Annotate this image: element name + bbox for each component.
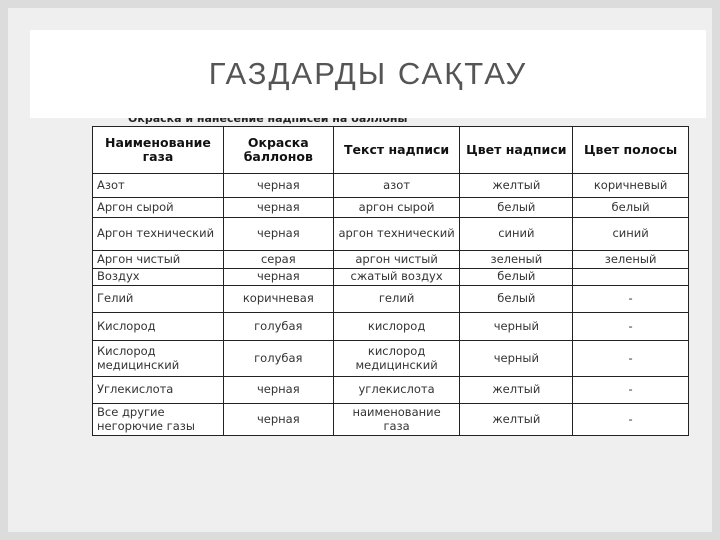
table-cell: зеленый bbox=[572, 250, 689, 269]
table-cell: черная bbox=[222, 173, 334, 198]
table-cell: Аргон чистый bbox=[92, 250, 224, 269]
column-header: Цвет надписи bbox=[459, 126, 574, 174]
title-box: ГАЗДАРДЫ САҚТАУ bbox=[30, 30, 706, 118]
table-cell: коричневая bbox=[222, 285, 334, 313]
table-cell: белый bbox=[459, 285, 574, 313]
table-row: Гелий коричневая гелий белый - bbox=[92, 285, 689, 313]
table-cell: Гелий bbox=[92, 285, 224, 313]
table-cell: Кислород медицинский bbox=[92, 340, 224, 377]
table-row: Аргон сырой черная аргон сырой белый белый bbox=[92, 197, 689, 218]
table-row: Все другие негорючие газы черная наименова… bbox=[92, 403, 689, 436]
table-cell: голубая bbox=[222, 312, 334, 341]
table-cell: Углекислота bbox=[92, 376, 224, 404]
table-cell: Все другие негорючие газы bbox=[92, 403, 224, 436]
table-cell: белый bbox=[459, 268, 574, 286]
slide-title: ГАЗДАРДЫ САҚТАУ bbox=[208, 56, 528, 91]
table-cell bbox=[572, 268, 689, 286]
table-cell: зеленый bbox=[459, 250, 574, 269]
table-cell: черный bbox=[459, 340, 574, 377]
table-cell: Кислород bbox=[92, 312, 224, 341]
table-row: Кислород голубая кислород черный - bbox=[92, 312, 689, 341]
table-row: Аргон чистый серая аргон чистый зеленый зеле… bbox=[92, 250, 689, 269]
table-cell: аргон технический bbox=[332, 217, 461, 251]
table-cell: - bbox=[572, 403, 689, 436]
table-cell: черная bbox=[222, 197, 334, 218]
column-header: Текст надписи bbox=[332, 126, 461, 174]
table-cell: черная bbox=[222, 217, 334, 251]
table-cell: синий bbox=[572, 217, 689, 251]
table-cell: аргон сырой bbox=[332, 197, 461, 218]
table-cell: черная bbox=[222, 268, 334, 286]
table-cell: кислород bbox=[332, 312, 461, 341]
table-cell: - bbox=[572, 285, 689, 313]
table-cell: белый bbox=[459, 197, 574, 218]
table-cell: аргон чистый bbox=[332, 250, 461, 269]
table-cell: желтый bbox=[459, 403, 574, 436]
table-row: Углекислота черная углекислота желтый - bbox=[92, 376, 689, 404]
table-cell: Азот bbox=[92, 173, 224, 198]
slide: Окраска и нанесение надписей на баллоны … bbox=[8, 8, 712, 532]
column-header: Наименование газа bbox=[92, 126, 224, 174]
table-cell: желтый bbox=[459, 173, 574, 198]
table-cell: кислород медицинский bbox=[332, 340, 461, 377]
column-header: Цвет полосы bbox=[572, 126, 689, 174]
table-cell: - bbox=[572, 376, 689, 404]
table-cell: желтый bbox=[459, 376, 574, 404]
table-cell: Воздух bbox=[92, 268, 224, 286]
table-cell: Аргон сырой bbox=[92, 197, 224, 218]
table-cell: белый bbox=[572, 197, 689, 218]
table-cell: гелий bbox=[332, 285, 461, 313]
table-cell: - bbox=[572, 340, 689, 377]
table-cell: коричневый bbox=[572, 173, 689, 198]
table-cell: синий bbox=[459, 217, 574, 251]
table-cell: сжатый воздух bbox=[332, 268, 461, 286]
table-cell: азот bbox=[332, 173, 461, 198]
table-cell: черный bbox=[459, 312, 574, 341]
table-row: Азот черная азот желтый коричневый bbox=[92, 173, 689, 198]
table-cell: наименование газа bbox=[332, 403, 461, 436]
column-header: Окраска баллонов bbox=[222, 126, 334, 174]
table-cell: черная bbox=[222, 376, 334, 404]
table-row: Аргон технический черная аргон технический… bbox=[92, 217, 689, 251]
table-row: Кислород медицинский голубая кислород меди… bbox=[92, 340, 689, 377]
table-header-row: Наименование газа Окраска баллонов Текст н… bbox=[92, 126, 689, 174]
table-cell: - bbox=[572, 312, 689, 341]
table-cell: черная bbox=[222, 403, 334, 436]
table-cell: углекислота bbox=[332, 376, 461, 404]
table-cell: серая bbox=[222, 250, 334, 269]
table-cell: Аргон технический bbox=[92, 217, 224, 251]
table-cell: голубая bbox=[222, 340, 334, 377]
table-row: Воздух черная сжатый воздух белый bbox=[92, 268, 689, 286]
gas-table: Наименование газа Окраска баллонов Текст н… bbox=[92, 126, 689, 436]
